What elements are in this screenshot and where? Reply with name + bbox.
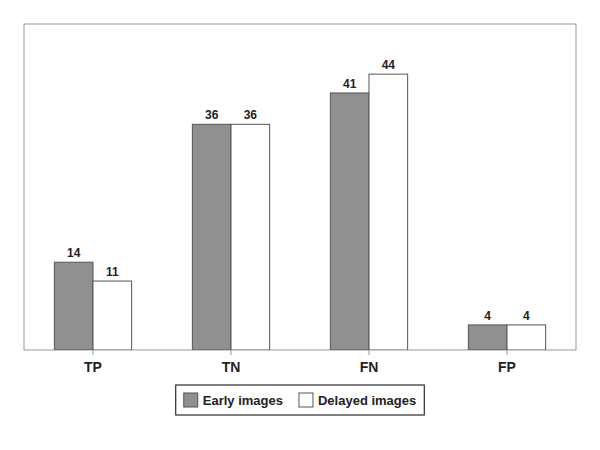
data-label: 36	[244, 108, 258, 122]
legend: Early images Delayed images	[176, 385, 425, 415]
chart: 14364141136444TPTNFNFPEarly imagesDelaye…	[0, 0, 600, 450]
plot-frame	[24, 24, 576, 350]
x-tick	[507, 350, 508, 355]
legend-swatch	[299, 393, 313, 407]
x-axis: TP TN FN FP	[84, 350, 516, 375]
legend-label: Early images	[203, 393, 283, 408]
bar	[507, 325, 546, 350]
chart-container: 14364141136444TPTNFNFPEarly imagesDelaye…	[0, 0, 600, 450]
x-tick-label: TP	[84, 359, 102, 375]
data-labels: 14364141136444	[67, 58, 530, 323]
bar	[54, 262, 93, 350]
legend-label: Delayed images	[318, 393, 416, 408]
legend-box	[176, 385, 425, 415]
x-tick	[93, 350, 94, 355]
bar	[369, 74, 408, 350]
bars	[54, 74, 545, 350]
data-label: 4	[523, 309, 530, 323]
data-label: 36	[205, 108, 219, 122]
x-tick-label: FN	[360, 359, 379, 375]
data-label: 11	[106, 265, 119, 279]
x-tick	[231, 350, 232, 355]
x-tick-label: TN	[222, 359, 241, 375]
bar	[231, 124, 270, 350]
bar	[192, 124, 231, 350]
bar	[330, 93, 369, 350]
x-tick-label: FP	[498, 359, 516, 375]
bar	[468, 325, 507, 350]
data-label: 4	[484, 309, 491, 323]
x-tick	[369, 350, 370, 355]
bar	[93, 281, 132, 350]
data-label: 14	[67, 246, 81, 260]
data-label: 44	[382, 58, 396, 72]
data-label: 41	[343, 77, 357, 91]
legend-swatch	[184, 393, 198, 407]
